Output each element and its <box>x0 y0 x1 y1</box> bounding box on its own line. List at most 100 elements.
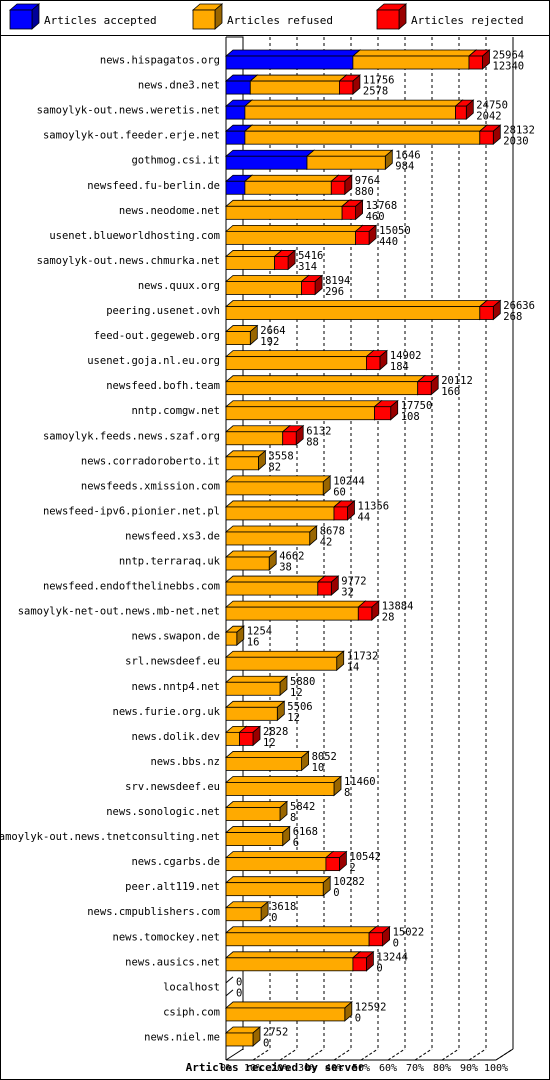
y-tick-label: news.neodome.net <box>119 205 220 217</box>
bar-refused <box>225 205 343 220</box>
bar-refused <box>225 706 278 721</box>
y-tick-label: newsfeeds.xmission.com <box>81 480 220 492</box>
gridline-floor <box>387 1048 406 1061</box>
y-tick-label: srv.newsdeef.eu <box>125 781 220 793</box>
y-tick-label: news.quux.org <box>138 280 220 292</box>
y-tick-label: news.corradoroberto.it <box>81 455 220 467</box>
data-label-total: 17750 <box>401 400 433 412</box>
data-label-rejected: 88 <box>306 436 319 448</box>
legend-label: Articles accepted <box>44 14 157 27</box>
data-label-total: 9764 <box>355 175 380 187</box>
y-tick-label: gothmog.csi.it <box>131 155 220 167</box>
data-label-total: 3558 <box>268 450 293 462</box>
data-label-rejected: 314 <box>298 261 317 273</box>
data-label-total: 5880 <box>290 676 315 688</box>
y-tick-label: newsfeed-ipv6.pionier.net.pl <box>43 505 220 517</box>
bar-rejected <box>365 356 381 371</box>
data-label-rejected: 8 <box>344 787 350 799</box>
y-tick-label: samoylyk-out.news.tnetconsulting.net <box>0 831 220 843</box>
data-label-rejected: 32 <box>341 587 354 599</box>
data-label-rejected: 460 <box>366 211 385 223</box>
bar-rejected <box>282 431 297 446</box>
data-label-rejected: 0 <box>236 987 242 999</box>
y-tick-label: peer.alt119.net <box>125 881 220 893</box>
data-label-rejected: 2578 <box>363 86 388 98</box>
data-label-rejected: 0 <box>271 912 277 924</box>
bar-refused <box>225 832 284 846</box>
y-tick-label: news.dne3.net <box>138 80 220 92</box>
y-tick-label: news.cmpublishers.com <box>87 906 220 918</box>
x-tick-label: 60% <box>379 1063 397 1074</box>
bar-refused <box>225 757 302 771</box>
bar-refused-top <box>224 826 291 833</box>
bar-refused <box>225 230 357 245</box>
bar-rejected <box>479 130 494 145</box>
x-tick-label: 70% <box>406 1063 424 1074</box>
data-label-rejected: 6 <box>293 837 299 849</box>
bar-rejected <box>333 506 348 521</box>
bar-rejected <box>355 230 370 245</box>
bar-accepted-top <box>224 49 361 57</box>
y-tick-label: news.bbs.nz <box>150 756 220 768</box>
bar-refused-top <box>224 751 310 758</box>
bar-accepted-top <box>224 149 316 157</box>
bar-refused-top <box>224 1001 353 1009</box>
bar-refused <box>244 180 332 195</box>
bar-rejected <box>338 80 354 95</box>
bar-refused <box>225 1007 346 1022</box>
bar-rejected <box>417 381 432 396</box>
bar-rejected <box>468 55 483 70</box>
data-label-total: 2752 <box>263 1026 288 1038</box>
bar-refused <box>225 556 270 571</box>
data-label-rejected: 184 <box>390 361 409 373</box>
data-label-rejected: 12 <box>287 712 300 724</box>
x-tick-label: 50% <box>352 1063 370 1074</box>
y-tick-label: samoylyk-out.news.weretis.net <box>37 105 220 117</box>
data-label-total: 2664 <box>260 325 285 337</box>
bar-refused <box>249 80 340 95</box>
legend-label: Articles rejected <box>411 14 524 27</box>
bar-refused-top <box>224 550 278 558</box>
gridline-floor <box>441 1048 460 1061</box>
bar-refused-top <box>224 851 334 859</box>
bar-refused <box>225 281 302 295</box>
bar-refused-top <box>224 375 426 383</box>
bar-accepted <box>225 80 251 95</box>
bar-rejected <box>455 105 467 120</box>
bar-accepted <box>225 155 308 170</box>
bar-refused-top <box>224 776 343 783</box>
bar-refused-top <box>224 500 343 508</box>
bar-refused-top <box>224 250 283 257</box>
y-tick-label: localhost <box>163 981 220 993</box>
y-tick-label: samoylyk-net-out.news.mb-net.net <box>18 606 220 618</box>
bar-refused <box>225 331 251 345</box>
data-label-total: 5416 <box>298 250 323 262</box>
bar-refused <box>225 681 281 696</box>
y-tick-label: newsfeed.endofthelinebbs.com <box>43 581 220 593</box>
legend-swatch <box>376 9 400 30</box>
data-label-rejected: 0 <box>376 962 382 974</box>
data-label-total: 10282 <box>333 876 365 888</box>
gridline-floor <box>468 1048 487 1061</box>
data-label-total: 10244 <box>333 475 365 487</box>
floor-left <box>225 1048 244 1061</box>
data-label-rejected: 984 <box>395 161 414 173</box>
bar-refused <box>225 957 354 972</box>
data-label-rejected: 296 <box>325 286 344 298</box>
plot-area: 0% 10% 20% 30% 40% 50% 60% 70% 80% 90% 100% news.hi… <box>0 36 535 1074</box>
legend-item: Articles rejected <box>375 3 524 30</box>
bar-refused-top <box>224 199 351 207</box>
y-tick-label: usenet.goja.nl.eu.org <box>87 355 220 367</box>
data-label-rejected: 0 <box>355 1012 361 1024</box>
